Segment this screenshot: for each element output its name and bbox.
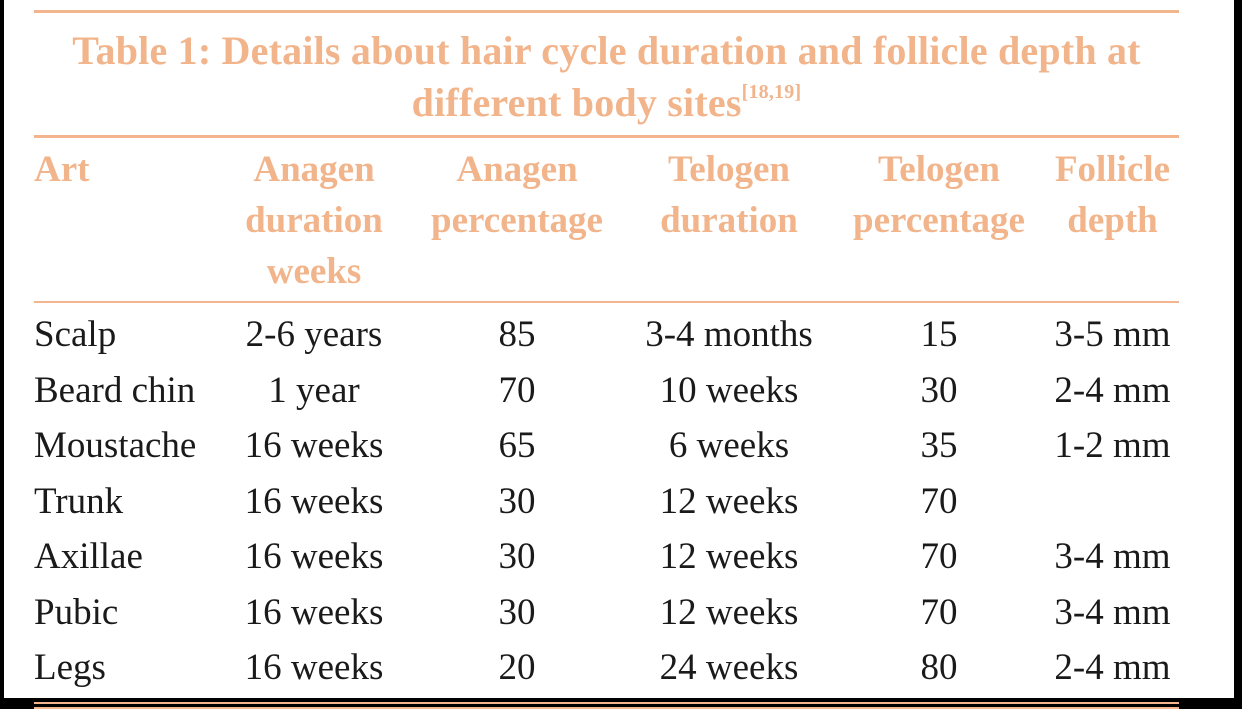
cell-anagen-percentage: 85 [498, 314, 536, 355]
cell-anagen-percentage: 70 [498, 369, 536, 411]
cell-anagen-duration: 16 weeks [244, 591, 384, 633]
cell-follicle-depth: 3-4 mm [1054, 536, 1171, 577]
cell-follicle-depth [1046, 474, 1179, 530]
table-header-row: Art Anagen duration weeks Anagen percent… [34, 138, 1179, 301]
table-title-references: [18,19] [741, 81, 802, 103]
cell-telogen-percentage: 30 [920, 369, 958, 411]
cell-site: Scalp [34, 314, 117, 355]
column-header-anagen-percentage: Anagen percentage [431, 149, 603, 241]
cell-telogen-duration: 3-4 months [645, 314, 813, 355]
bottom-rules [34, 701, 1179, 709]
table-row: Scalp 2-6 years 85 3-4 months 15 3-5 mm [34, 303, 1179, 363]
hair-cycle-table: Art Anagen duration weeks Anagen percent… [34, 138, 1179, 696]
table-row: Moustache 16 weeks 65 6 weeks 35 1-2 mm [34, 418, 1179, 474]
hair-cycle-table-block: Table 1: Details about hair cycle durati… [34, 10, 1179, 709]
table-title: Table 1: Details about hair cycle durati… [34, 13, 1179, 135]
cell-telogen-duration: 24 weeks [659, 647, 799, 688]
cell-anagen-duration: 16 weeks [244, 480, 384, 522]
cell-telogen-percentage: 15 [920, 314, 958, 355]
column-header-telogen-percentage: Telogen percentage [853, 149, 1025, 241]
cell-telogen-duration: 10 weeks [659, 369, 799, 411]
cell-telogen-percentage: 70 [920, 536, 958, 577]
cell-telogen-duration: 12 weeks [659, 591, 799, 633]
bottom-rule-1 [34, 701, 1179, 704]
table-row: Axillae 16 weeks 30 12 weeks 70 3-4 mm [34, 529, 1179, 585]
cell-site: Pubic [34, 591, 119, 633]
cell-anagen-duration: 16 weeks [244, 647, 384, 688]
cell-anagen-duration: 16 weeks [244, 425, 384, 466]
table-row: Pubic 16 weeks 30 12 weeks 70 3-4 mm [34, 585, 1179, 641]
cell-follicle-depth: 2-4 mm [1054, 369, 1171, 411]
cell-telogen-percentage: 80 [920, 647, 958, 688]
header-rule [34, 301, 1179, 303]
cell-follicle-depth: 3-4 mm [1054, 591, 1171, 633]
cell-telogen-percentage: 35 [920, 425, 958, 466]
column-header-telogen-duration: Telogen duration [660, 149, 798, 241]
cell-telogen-percentage: 70 [920, 480, 958, 522]
cell-site: Legs [34, 647, 106, 688]
cell-telogen-duration: 6 weeks [668, 425, 790, 466]
bottom-rule-2 [34, 706, 1179, 709]
cell-site: Moustache [34, 425, 197, 466]
column-header-follicle-depth: Follicle depth [1054, 149, 1171, 241]
cell-follicle-depth: 2-4 mm [1054, 647, 1171, 688]
top-rule [34, 10, 1179, 13]
cell-telogen-duration: 12 weeks [659, 536, 799, 577]
cell-anagen-percentage: 30 [498, 591, 536, 633]
table-row: Legs 16 weeks 20 24 weeks 80 2-4 mm [34, 640, 1179, 696]
cell-anagen-duration: 16 weeks [244, 536, 384, 577]
cell-anagen-duration: 1 year [268, 369, 360, 411]
cell-telogen-duration: 12 weeks [659, 480, 799, 522]
cell-anagen-percentage: 20 [498, 647, 536, 688]
document-page: Table 1: Details about hair cycle durati… [4, 0, 1234, 709]
column-header-site: Art [34, 149, 90, 190]
cell-anagen-duration: 2-6 years [245, 314, 383, 355]
cell-anagen-percentage: 30 [498, 480, 536, 522]
cell-site: Beard chin [34, 369, 196, 411]
column-header-anagen-duration: Anagen duration weeks [245, 149, 383, 292]
cell-anagen-percentage: 30 [498, 536, 536, 577]
cell-follicle-depth: 1-2 mm [1054, 425, 1171, 466]
cell-telogen-percentage: 70 [920, 591, 958, 633]
table-row: Beard chin 1 year 70 10 weeks 30 2-4 mm [34, 363, 1179, 419]
cell-follicle-depth: 3-5 mm [1054, 314, 1171, 355]
table-title-text: Table 1: Details about hair cycle durati… [72, 28, 1141, 125]
title-rule [34, 135, 1179, 138]
cell-anagen-percentage: 65 [498, 425, 536, 466]
cell-site: Axillae [34, 536, 143, 577]
cell-site: Trunk [34, 480, 124, 522]
table-row: Trunk 16 weeks 30 12 weeks 70 [34, 474, 1179, 530]
